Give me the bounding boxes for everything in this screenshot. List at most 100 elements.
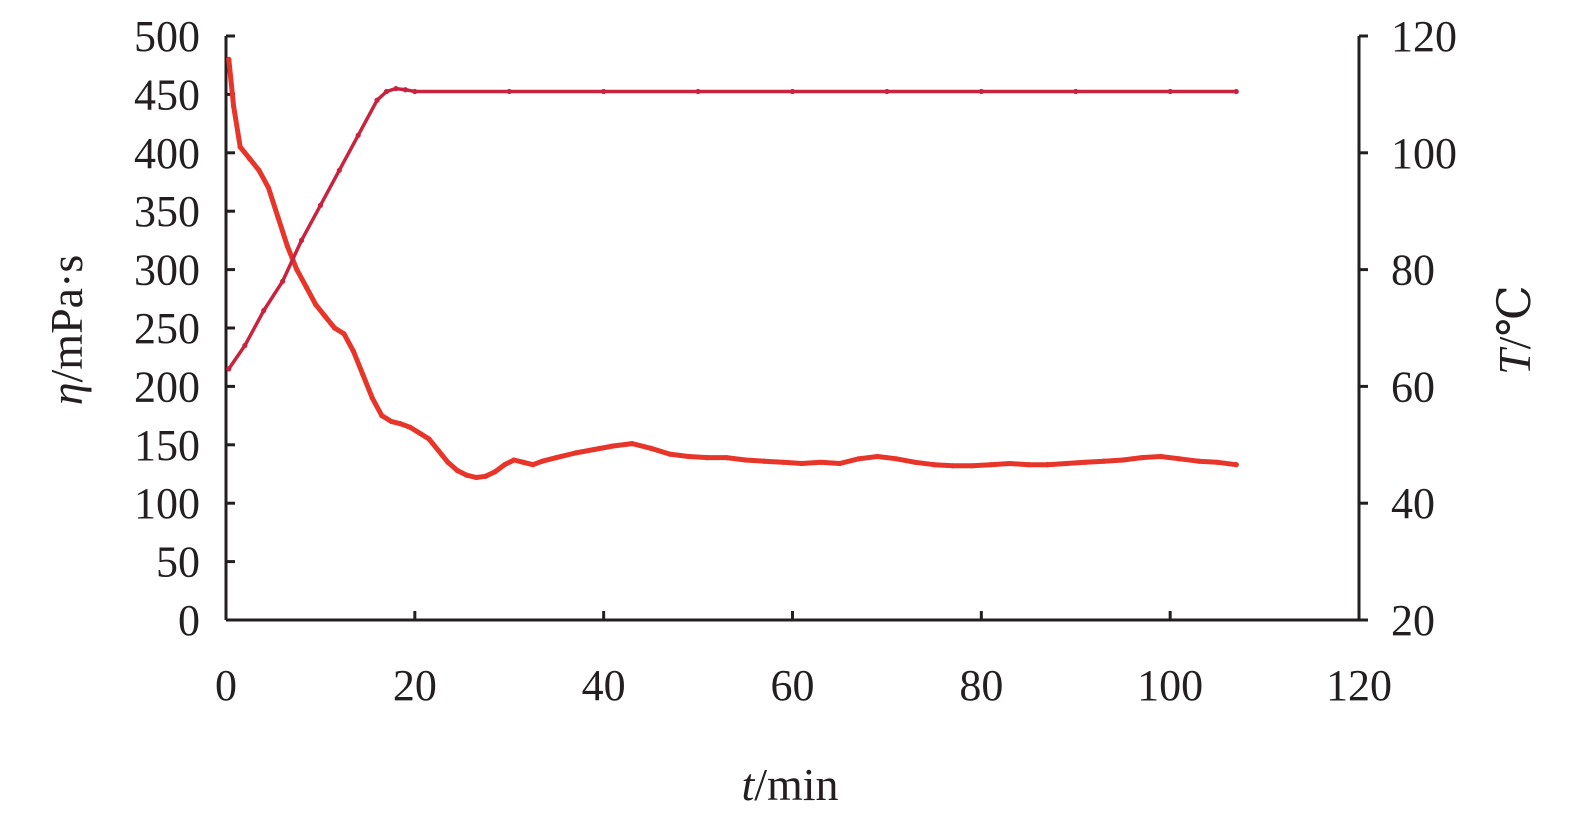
viscosity-data-point	[931, 462, 937, 468]
x-tick-label: 0	[215, 661, 237, 710]
temperature-data-point	[1073, 88, 1079, 95]
temperature-data-point	[261, 307, 267, 314]
y-right-tick-label: 80	[1391, 246, 1435, 295]
viscosity-data-point	[492, 469, 498, 475]
viscosity-data-point	[761, 458, 767, 464]
x-axis-title: t/min	[741, 759, 838, 810]
y-left-tick-label: 350	[134, 187, 200, 236]
temperature-data-point	[601, 88, 607, 95]
viscosity-data-point	[369, 395, 375, 401]
viscosity-data-point	[950, 463, 956, 469]
viscosity-data-point	[445, 459, 451, 465]
viscosity-data-point	[1007, 460, 1013, 467]
x-tick-label: 100	[1137, 661, 1203, 710]
temperature-data-point	[506, 88, 512, 95]
viscosity-data-point	[874, 453, 881, 460]
temperature-data-point	[1167, 88, 1173, 95]
viscosity-data-point	[341, 331, 347, 337]
temperature-data-point	[695, 88, 701, 95]
viscosity-data-point	[1233, 462, 1239, 468]
viscosity-data-point	[553, 455, 560, 461]
viscosity-data-point	[473, 474, 479, 481]
viscosity-data-point	[1063, 460, 1069, 467]
viscosity-data-point	[313, 302, 319, 308]
viscosity-data-point	[1158, 453, 1164, 460]
viscosity-data-point	[398, 421, 404, 427]
viscosity-data-point	[818, 459, 824, 465]
x-tick-label: 20	[393, 661, 437, 710]
x-tick-label: 60	[771, 661, 815, 710]
viscosity-data-point	[1195, 458, 1202, 464]
viscosity-data-point	[530, 462, 536, 468]
y-left-tick-label: 200	[134, 362, 200, 411]
viscosity-data-point	[572, 450, 578, 456]
temperature-data-point	[884, 88, 890, 95]
viscosity-data-point	[237, 144, 243, 150]
temperature-data-point	[280, 278, 286, 284]
viscosity-data-point	[483, 473, 489, 479]
temperature-data-point	[317, 202, 324, 208]
viscosity-data-point	[1177, 456, 1183, 462]
viscosity-data-point	[454, 467, 460, 474]
axes	[224, 36, 1361, 622]
viscosity-data-point	[350, 348, 357, 354]
viscosity-data-point	[1082, 459, 1088, 465]
viscosity-data-point	[1120, 457, 1126, 463]
viscosity-data-point	[723, 455, 730, 461]
viscosity-data-point	[322, 313, 328, 319]
viscosity-data-point	[520, 459, 527, 465]
y-left-tick-label: 50	[156, 538, 200, 587]
viscosity-data-point	[742, 457, 748, 463]
ticks: 0501001502002503003504004505002040608010…	[134, 12, 1457, 710]
viscosity-data-point	[610, 443, 616, 449]
viscosity-data-point	[511, 457, 517, 463]
viscosity-data-point	[284, 243, 290, 249]
viscosity-data-point	[1044, 462, 1051, 468]
viscosity-data-point	[426, 436, 432, 442]
viscosity-data-point	[265, 185, 272, 191]
temperature-data-point	[383, 88, 390, 95]
y-right-tick-label: 60	[1391, 362, 1435, 411]
y-left-tick-label: 300	[134, 246, 200, 295]
temperature-data-point	[402, 87, 408, 93]
viscosity-data-point	[629, 441, 635, 447]
viscosity-data-point	[294, 267, 300, 273]
y-right-tick-label: 100	[1391, 129, 1457, 178]
viscosity-data-point	[435, 448, 442, 454]
temperature-data-point	[298, 237, 305, 243]
viscosity-data-point	[539, 458, 545, 464]
viscosity-data-point	[379, 413, 385, 419]
temperature-data-point	[336, 167, 342, 173]
x-tick-label: 40	[582, 661, 626, 710]
temperature-data-point	[355, 132, 361, 138]
viscosity-data-point	[256, 167, 262, 173]
temperature-series-line	[227, 86, 1239, 371]
temperature-data-point	[789, 88, 796, 95]
viscosity-data-point	[686, 453, 692, 460]
viscosity-data-point	[893, 456, 899, 462]
viscosity-data-point	[988, 462, 994, 468]
viscosity-data-point	[1139, 455, 1145, 461]
temperature-data-point	[1233, 88, 1239, 95]
temperature-data-point	[412, 88, 418, 95]
y-left-tick-label: 100	[134, 479, 200, 528]
viscosity-data-point	[704, 455, 711, 461]
x-tick-label: 80	[959, 661, 1003, 710]
viscosity-data-point	[780, 459, 786, 465]
viscosity-data-point	[591, 446, 597, 453]
viscosity-data-point	[303, 284, 309, 290]
y-left-tick-label: 250	[134, 304, 200, 353]
viscosity-data-point	[226, 56, 232, 62]
y-left-tick-label: 500	[134, 12, 200, 61]
y-right-tick-label: 40	[1391, 479, 1435, 528]
viscosity-data-point	[331, 325, 338, 331]
y-left-tick-label: 150	[134, 421, 200, 470]
y-left-axis-title: η/mPa·s	[41, 255, 92, 406]
y-right-axis-title: T/℃	[1489, 285, 1540, 375]
viscosity-data-point	[407, 424, 413, 430]
viscosity-data-point	[799, 460, 805, 467]
viscosity-data-point	[648, 445, 654, 451]
viscosity-data-point	[501, 462, 508, 468]
temperature-data-point	[978, 88, 984, 95]
